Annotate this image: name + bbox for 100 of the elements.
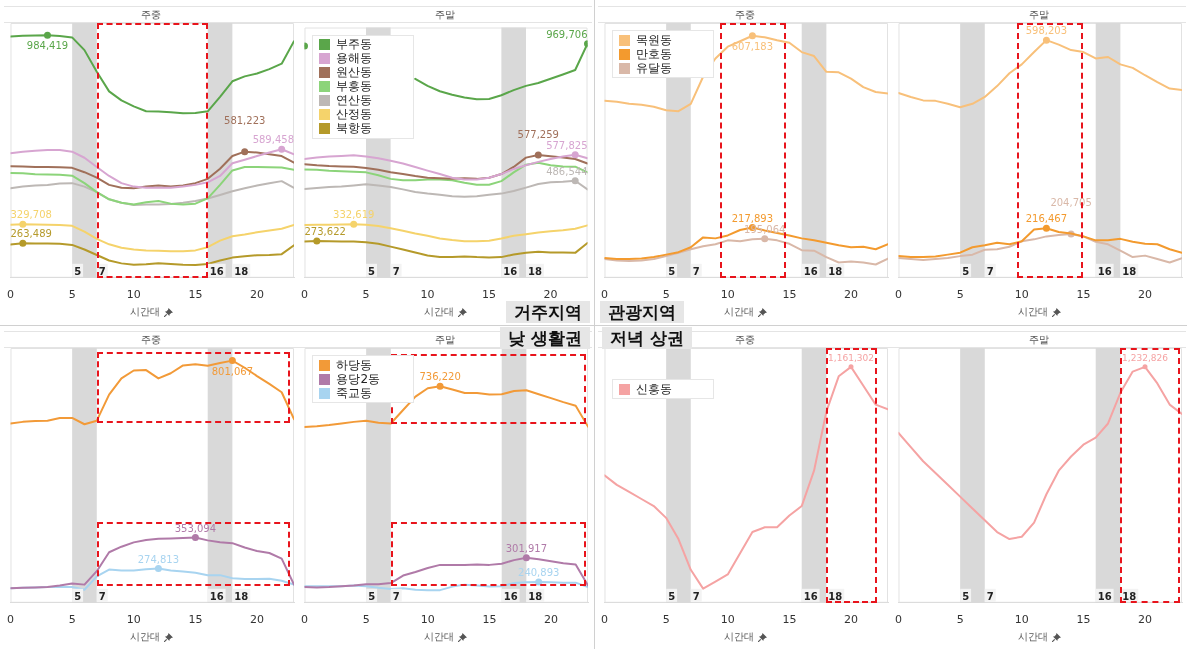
chart-title: 주말 bbox=[892, 331, 1186, 348]
annotation: 18 bbox=[828, 590, 843, 602]
annotation: 1,161,302 bbox=[828, 352, 874, 363]
data-label: 577,825 bbox=[546, 139, 588, 151]
data-label: 969,706 bbox=[546, 28, 588, 40]
annotation: 5 bbox=[368, 590, 376, 602]
x-tick-label: 5 bbox=[956, 613, 964, 627]
annotation: 18 bbox=[527, 265, 542, 277]
data-label: 984,419 bbox=[26, 40, 69, 52]
legend-label: 신흥동 bbox=[636, 380, 673, 398]
x-axis-title: 시간대 bbox=[423, 305, 454, 319]
x-tick-label: 20 bbox=[250, 288, 265, 302]
x-tick-label: 15 bbox=[782, 288, 797, 302]
data-label: 240,893 bbox=[518, 566, 560, 578]
annotation: 16 bbox=[803, 590, 818, 602]
x-tick-label: 0 bbox=[601, 288, 608, 302]
x-axis-title: 시간대 bbox=[723, 305, 754, 319]
data-label: 589,458 bbox=[252, 134, 295, 146]
data-label: 486,544 bbox=[546, 165, 588, 177]
data-label: 301,917 bbox=[505, 542, 548, 554]
data-label: 217,893 bbox=[731, 212, 774, 224]
chart-title: 주중 bbox=[4, 6, 298, 23]
x-tick-label: 0 bbox=[895, 613, 902, 627]
legend-label: 북항동 bbox=[336, 120, 373, 137]
legend-label: 용당2동 bbox=[336, 371, 381, 388]
annotation: 16 bbox=[1097, 265, 1112, 277]
annotation: 5 bbox=[74, 590, 82, 602]
data-label: 581,223 bbox=[224, 114, 266, 126]
annotation: 7 bbox=[986, 590, 994, 602]
x-tick-label: 20 bbox=[844, 613, 859, 627]
legend-label: 원산동 bbox=[336, 64, 373, 81]
data-label: 607,183 bbox=[731, 40, 774, 52]
annotation: 18 bbox=[234, 265, 249, 277]
x-tick-label: 0 bbox=[895, 288, 902, 302]
x-tick-label: 10 bbox=[720, 288, 735, 302]
x-tick-label: 10 bbox=[126, 288, 141, 302]
chart-title: 주중 bbox=[4, 331, 298, 348]
annotation: 16 bbox=[803, 265, 818, 277]
x-tick-label: 5 bbox=[362, 288, 370, 302]
annotation: 5 bbox=[668, 590, 676, 602]
data-label: 353,094 bbox=[174, 522, 217, 534]
data-label: 598,203 bbox=[1025, 25, 1068, 37]
x-tick-label: 10 bbox=[720, 613, 735, 627]
annotation: 18 bbox=[234, 590, 249, 602]
x-tick-label: 10 bbox=[1014, 288, 1029, 302]
x-tick-label: 20 bbox=[543, 288, 558, 302]
chart-title: 주중 bbox=[598, 6, 892, 23]
data-label: 332,619 bbox=[333, 209, 375, 221]
annotation: 7 bbox=[98, 590, 106, 602]
x-tick-label: 10 bbox=[126, 613, 141, 627]
annotation: 5 bbox=[962, 265, 970, 277]
x-tick-label: 20 bbox=[250, 613, 265, 627]
annotation: 18 bbox=[528, 590, 543, 602]
annotation: 5 bbox=[962, 590, 970, 602]
annotation: 7 bbox=[98, 265, 106, 277]
annotation: 16 bbox=[503, 590, 518, 602]
legend-label: 부주동 bbox=[336, 36, 373, 53]
annotation: 18 bbox=[1122, 590, 1137, 602]
x-tick-label: 0 bbox=[601, 613, 608, 627]
x-tick-label: 0 bbox=[301, 288, 308, 302]
x-axis-title: 시간대 bbox=[1017, 305, 1048, 319]
data-label: 577,259 bbox=[517, 128, 559, 140]
x-tick-label: 10 bbox=[420, 288, 435, 302]
annotation: 18 bbox=[828, 265, 843, 277]
annotation: 낮 생활권 bbox=[500, 327, 590, 349]
legend-label: 유달동 bbox=[636, 60, 673, 77]
annotation: 7 bbox=[986, 265, 994, 277]
annotation: 7 bbox=[692, 590, 700, 602]
x-axis-title: 시간대 bbox=[1017, 630, 1048, 644]
x-tick-label: 0 bbox=[301, 613, 308, 627]
data-label: 273,622 bbox=[304, 226, 346, 238]
legend-label: 하당동 bbox=[336, 356, 373, 374]
annotation: 16 bbox=[209, 265, 224, 277]
x-tick-label: 15 bbox=[188, 288, 203, 302]
x-tick-label: 0 bbox=[7, 288, 14, 302]
x-tick-label: 15 bbox=[782, 613, 797, 627]
data-label: 204,705 bbox=[1050, 197, 1092, 209]
x-tick-label: 15 bbox=[482, 288, 497, 302]
data-label: 329,708 bbox=[10, 209, 52, 221]
x-tick-label: 15 bbox=[1076, 613, 1091, 627]
x-tick-label: 5 bbox=[956, 288, 964, 302]
annotation: 7 bbox=[392, 590, 400, 602]
data-label: 216,467 bbox=[1025, 213, 1068, 225]
legend-label: 용해동 bbox=[336, 50, 373, 67]
chart-title: 주말 bbox=[298, 6, 592, 23]
annotation: 7 bbox=[392, 265, 400, 277]
x-axis-title: 시간대 bbox=[129, 305, 160, 319]
legend-label: 부흥동 bbox=[336, 78, 373, 95]
data-label: 263,489 bbox=[10, 228, 52, 240]
x-tick-label: 5 bbox=[68, 613, 76, 627]
annotation: 1,232,826 bbox=[1122, 352, 1169, 363]
x-tick-label: 5 bbox=[662, 613, 670, 627]
x-tick-label: 20 bbox=[1138, 288, 1153, 302]
x-tick-label: 10 bbox=[1014, 613, 1029, 627]
legend-label: 연산동 bbox=[336, 92, 373, 109]
x-tick-label: 5 bbox=[68, 288, 76, 302]
x-tick-label: 20 bbox=[544, 613, 559, 627]
annotation: 18 bbox=[1122, 265, 1137, 277]
annotation: 16 bbox=[1097, 590, 1112, 602]
annotation: 5 bbox=[668, 265, 676, 277]
